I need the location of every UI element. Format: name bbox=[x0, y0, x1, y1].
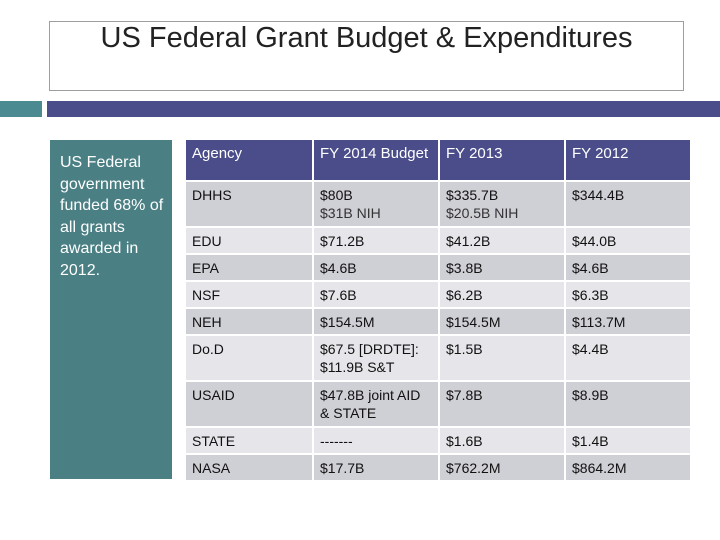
header-agency: Agency bbox=[186, 140, 312, 180]
agency-cell: EDU bbox=[186, 228, 312, 253]
agency-cell: NASA bbox=[186, 455, 312, 480]
slide-title: US Federal Grant Budget & Expenditures bbox=[100, 22, 633, 54]
fy2014-nih-value: $31B NIH bbox=[320, 205, 381, 221]
fy2014-cell: $17.7B bbox=[312, 455, 438, 480]
fy2014-cell: $67.5 [DRDTE]: $11.9B S&T bbox=[312, 336, 438, 380]
fy2014-cell: $4.6B bbox=[312, 255, 438, 280]
header-fy2012: FY 2012 bbox=[564, 140, 690, 180]
table-header-row: Agency FY 2014 Budget FY 2013 FY 2012 bbox=[186, 140, 690, 180]
fy2012-cell: $344.4B bbox=[564, 182, 690, 226]
fy2012-cell: $8.9B bbox=[564, 382, 690, 426]
agency-cell: USAID bbox=[186, 382, 312, 426]
agency-cell: STATE bbox=[186, 428, 312, 453]
budget-table: Agency FY 2014 Budget FY 2013 FY 2012 DH… bbox=[186, 138, 690, 482]
table-row: EPA $4.6B $3.8B $4.6B bbox=[186, 255, 690, 280]
agency-cell: Do.D bbox=[186, 336, 312, 380]
agency-cell: EPA bbox=[186, 255, 312, 280]
accent-bar-right bbox=[47, 101, 720, 117]
fy2013-cell: $335.7B $20.5B NIH bbox=[438, 182, 564, 226]
fy2014-cell: $71.2B bbox=[312, 228, 438, 253]
sidebar-text: US Federal government funded 68% of all … bbox=[60, 154, 164, 279]
fy2014-cell: $47.8B joint AID & STATE bbox=[312, 382, 438, 426]
table-row: NSF $7.6B $6.2B $6.3B bbox=[186, 282, 690, 307]
fy2013-nih-value: $20.5B NIH bbox=[446, 205, 519, 221]
fy2013-cell: $154.5M bbox=[438, 309, 564, 334]
fy2014-value: $80B bbox=[320, 187, 353, 203]
fy2013-cell: $3.8B bbox=[438, 255, 564, 280]
fy2013-cell: $762.2M bbox=[438, 455, 564, 480]
fy2013-cell: $6.2B bbox=[438, 282, 564, 307]
fy2012-cell: $113.7M bbox=[564, 309, 690, 334]
fy2012-cell: $4.6B bbox=[564, 255, 690, 280]
fy2012-cell: $4.4B bbox=[564, 336, 690, 380]
fy2014-cell: $7.6B bbox=[312, 282, 438, 307]
table-row: STATE ------- $1.6B $1.4B bbox=[186, 428, 690, 453]
agency-cell: NSF bbox=[186, 282, 312, 307]
agency-cell: NEH bbox=[186, 309, 312, 334]
fy2014-cell: ------- bbox=[312, 428, 438, 453]
fy2013-cell: $1.6B bbox=[438, 428, 564, 453]
fy2014-cell: $80B $31B NIH bbox=[312, 182, 438, 226]
fy2013-cell: $1.5B bbox=[438, 336, 564, 380]
agency-cell: DHHS bbox=[186, 182, 312, 226]
fy2012-cell: $1.4B bbox=[564, 428, 690, 453]
sidebar-callout: US Federal government funded 68% of all … bbox=[50, 140, 172, 479]
fy2013-cell: $41.2B bbox=[438, 228, 564, 253]
fy2012-cell: $44.0B bbox=[564, 228, 690, 253]
table-row: USAID $47.8B joint AID & STATE $7.8B $8.… bbox=[186, 382, 690, 426]
accent-bar-left bbox=[0, 101, 42, 117]
title-frame bbox=[49, 21, 684, 91]
fy2014-cell: $154.5M bbox=[312, 309, 438, 334]
table-row: NEH $154.5M $154.5M $113.7M bbox=[186, 309, 690, 334]
fy2013-cell: $7.8B bbox=[438, 382, 564, 426]
header-fy2013: FY 2013 bbox=[438, 140, 564, 180]
fy2013-value: $335.7B bbox=[446, 187, 499, 203]
table-row: Do.D $67.5 [DRDTE]: $11.9B S&T $1.5B $4.… bbox=[186, 336, 690, 380]
table-row: EDU $71.2B $41.2B $44.0B bbox=[186, 228, 690, 253]
fy2012-cell: $6.3B bbox=[564, 282, 690, 307]
table-row: NASA $17.7B $762.2M $864.2M bbox=[186, 455, 690, 480]
fy2012-cell: $864.2M bbox=[564, 455, 690, 480]
table-row: DHHS $80B $31B NIH $335.7B $20.5B NIH $3… bbox=[186, 182, 690, 226]
header-fy2014: FY 2014 Budget bbox=[312, 140, 438, 180]
